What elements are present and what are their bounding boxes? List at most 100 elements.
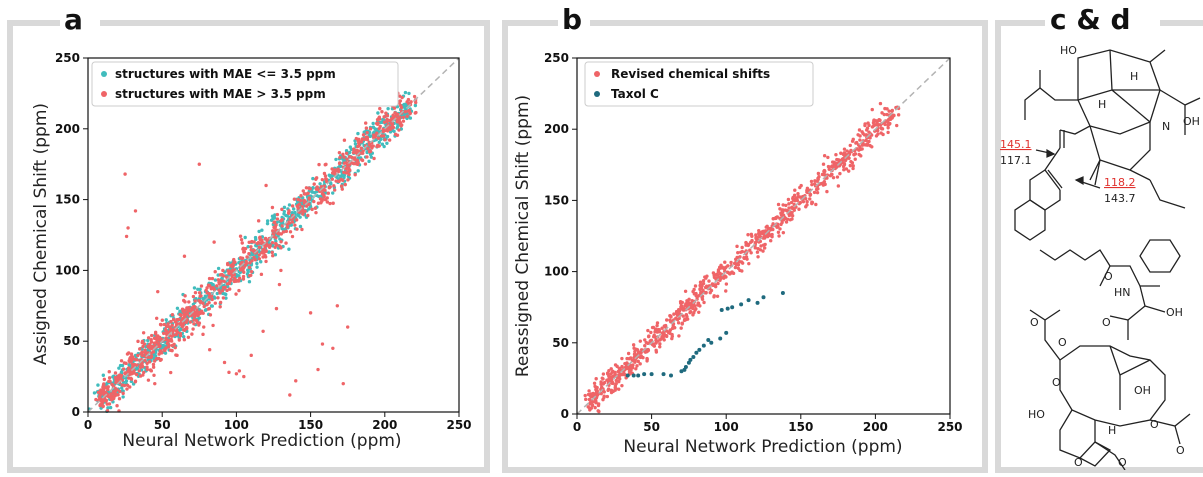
chartA-series-1-point xyxy=(94,397,98,402)
chartA-series-1-point xyxy=(177,338,181,342)
chartB-series-0-point xyxy=(594,401,598,405)
chartB-series-0-point xyxy=(647,334,651,338)
chartB-series-0-point xyxy=(731,271,736,276)
chartB-series-0-point xyxy=(610,389,614,393)
chartB-series-0-point xyxy=(601,372,606,376)
chartB-series-0-point xyxy=(778,227,782,231)
chartA-series-0-point xyxy=(392,129,396,133)
chartB-series-0-point xyxy=(635,364,639,368)
chartB-series-0-point xyxy=(838,171,842,176)
chartB-series-0-point xyxy=(692,287,696,292)
chartB-series-0-point xyxy=(686,302,691,307)
chartA-series-1-point xyxy=(148,342,152,347)
chartA-series-1-point xyxy=(253,258,258,262)
chartB-ytick-label-5: 250 xyxy=(544,51,569,65)
chartB-series-0-point xyxy=(601,377,605,381)
chartA-series-1-point xyxy=(267,245,272,249)
chartA-series-1-point xyxy=(234,279,239,283)
chartA-series-1-outlier xyxy=(190,332,194,336)
chartA-series-1-point xyxy=(370,146,374,150)
chartB-series-1-point xyxy=(631,373,636,378)
chartA-series-1-point xyxy=(365,137,370,142)
chartB-series-0-point xyxy=(685,299,689,303)
chartA-series-1-outlier xyxy=(256,219,261,223)
chartB-series-0-point xyxy=(609,372,613,376)
chartB-series-0-point xyxy=(821,162,826,166)
chartA-series-0-point xyxy=(311,176,315,181)
chartB-series-0-point xyxy=(850,161,855,165)
chartA-series-1-point xyxy=(385,114,390,118)
chartB-series-0-point xyxy=(895,123,899,128)
chart-a-legend-marker-1 xyxy=(101,91,107,97)
chartA-series-1-point xyxy=(183,308,187,313)
chartB-series-0-point xyxy=(597,409,601,414)
chartB-series-0-point xyxy=(639,354,643,358)
chartA-series-1-point xyxy=(164,337,168,342)
chartA-series-1-point xyxy=(363,162,368,166)
chartA-series-1-point xyxy=(238,234,243,238)
chartA-series-1-point xyxy=(104,399,108,403)
chartA-series-0-point xyxy=(163,351,168,355)
chartA-series-0-point xyxy=(175,306,180,311)
chartA-series-1-point xyxy=(158,335,162,340)
chartA-series-1-point xyxy=(178,334,183,338)
chartA-series-1-point xyxy=(107,369,111,374)
chartA-series-1-point xyxy=(380,110,384,114)
chartB-series-0-point xyxy=(655,321,660,325)
chartA-series-1-point xyxy=(155,316,159,320)
chartA-series-1-point xyxy=(162,348,166,352)
chartA-series-1-point xyxy=(361,148,365,153)
chartA-series-1-point xyxy=(257,257,262,261)
chartA-series-1-point xyxy=(400,95,404,100)
chartB-series-0-point xyxy=(627,369,632,374)
chartA-series-1-point xyxy=(353,172,357,177)
chartA-series-0-point xyxy=(388,130,393,134)
chartA-series-0-point xyxy=(259,260,263,264)
chartB-series-0-point xyxy=(744,255,749,259)
chartA-series-1-point xyxy=(262,250,266,255)
chartA-series-1-point xyxy=(342,155,346,159)
chartB-series-0-point xyxy=(662,338,666,342)
chartB-series-1-point xyxy=(730,305,735,310)
chartA-series-1-point xyxy=(167,343,171,347)
chartB-series-0-point xyxy=(716,268,721,272)
chartA-ytick-label-3: 150 xyxy=(55,193,80,207)
taxol-label-o5: O xyxy=(1058,336,1067,349)
chartA-series-1-outlier xyxy=(202,325,206,329)
chartA-series-1-point xyxy=(368,127,373,131)
chartB-series-0-point xyxy=(658,342,662,346)
aconitine-like-structure xyxy=(1014,49,1201,241)
chartB-series-0-point xyxy=(654,348,658,353)
chartA-series-1-point xyxy=(207,306,212,311)
chartA-series-0-point xyxy=(118,363,123,368)
chartA-series-1-point xyxy=(179,313,183,317)
chartA-series-1-point xyxy=(173,345,177,350)
chartA-series-1-point xyxy=(207,292,212,296)
chartB-series-0-point xyxy=(682,318,687,323)
chartB-series-0-point xyxy=(755,250,760,254)
chartB-series-0-point xyxy=(871,121,876,125)
chartA-series-1-point xyxy=(113,375,118,380)
chartA-series-1-point xyxy=(401,115,406,120)
chartB-series-0-point xyxy=(702,300,706,305)
chartB-series-0-point xyxy=(835,157,839,162)
chartA-series-1-point xyxy=(346,170,350,174)
chartB-series-0-point xyxy=(632,346,636,350)
chartA-series-1-point xyxy=(118,389,122,394)
chartA-series-1-point xyxy=(106,385,110,389)
chartB-series-0-point xyxy=(859,154,863,158)
chartA-series-0-point xyxy=(318,182,322,186)
chartA-series-1-point xyxy=(366,147,370,151)
chartA-series-1-point xyxy=(146,378,151,382)
chartA-series-0-point xyxy=(284,213,288,218)
chartA-series-1-point xyxy=(221,268,225,273)
chartA-series-1-outlier xyxy=(316,367,320,372)
chartB-series-0-point xyxy=(606,388,610,393)
chartB-series-0-point xyxy=(845,149,849,153)
chartB-series-0-point xyxy=(848,163,852,168)
chartB-xtick-label-2: 100 xyxy=(714,420,739,434)
chart-b-legend-marker-0 xyxy=(594,71,600,77)
taxol-label-o3: O xyxy=(1052,376,1061,389)
chartA-series-1-point xyxy=(102,382,106,386)
taxol-label-oh1: OH xyxy=(1166,306,1183,319)
